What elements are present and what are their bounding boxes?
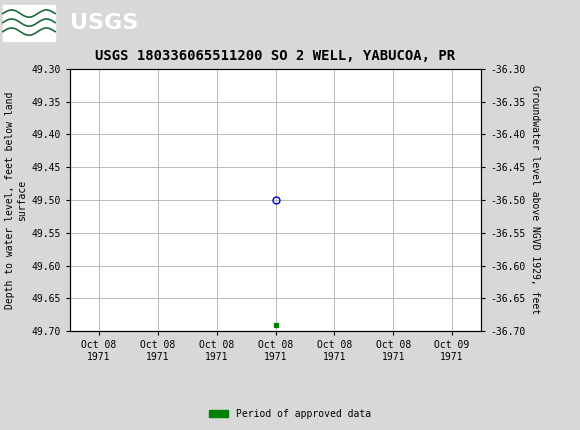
FancyBboxPatch shape <box>3 4 55 41</box>
Y-axis label: Depth to water level, feet below land
surface: Depth to water level, feet below land su… <box>5 91 27 309</box>
Y-axis label: Groundwater level above NGVD 1929, feet: Groundwater level above NGVD 1929, feet <box>530 86 540 314</box>
Legend: Period of approved data: Period of approved data <box>205 405 375 423</box>
Title: USGS 180336065511200 SO 2 WELL, YABUCOA, PR: USGS 180336065511200 SO 2 WELL, YABUCOA,… <box>96 49 455 64</box>
Text: USGS: USGS <box>70 12 138 33</box>
